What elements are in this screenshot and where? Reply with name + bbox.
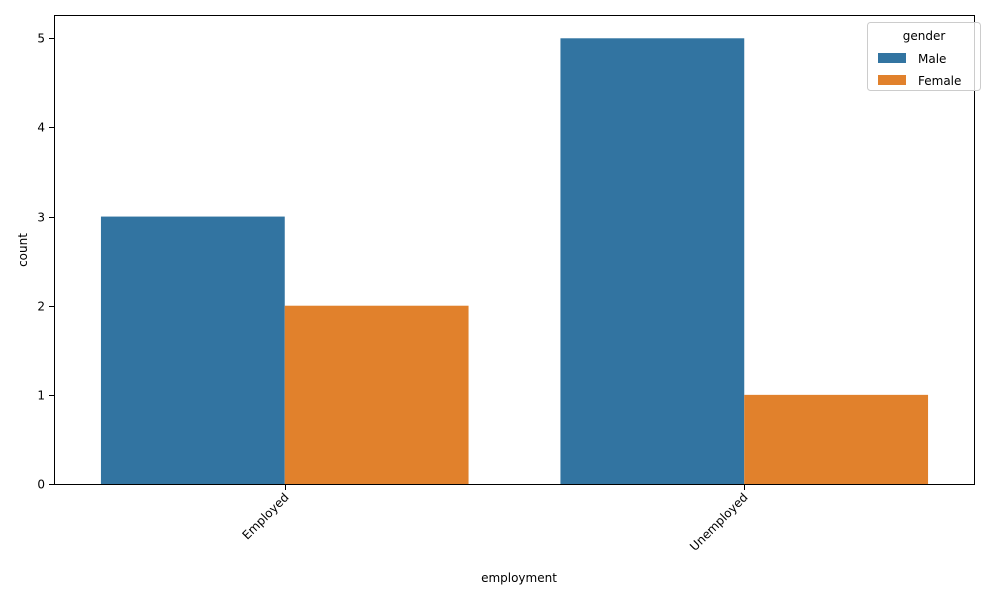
y-tick-label: 4 (37, 121, 45, 135)
bar-male-employed (100, 216, 285, 485)
y-axis-label: count (16, 233, 30, 267)
y-tick-label: 1 (37, 389, 45, 403)
y-tick-label: 2 (37, 300, 45, 314)
bar-female-unemployed (744, 394, 929, 484)
bar-male-unemployed (560, 38, 745, 485)
legend-label-female: Female (918, 74, 961, 88)
y-axis-ticks: 0 1 2 3 4 5 (37, 32, 55, 492)
y-tick-label: 5 (37, 32, 45, 46)
legend-swatch-male (878, 53, 906, 63)
y-tick-label: 0 (37, 478, 45, 492)
legend-title: gender (903, 29, 946, 43)
bar-female-employed (284, 305, 469, 484)
legend: gender Male Female (867, 22, 981, 91)
bars-layer (100, 38, 929, 485)
x-tick-label: Employed (240, 490, 292, 542)
legend-swatch-female (878, 75, 906, 85)
legend-frame (867, 22, 981, 91)
x-tick-label: Unemployed (687, 490, 751, 554)
y-tick-label: 3 (37, 211, 45, 225)
legend-entries: Male Female (878, 52, 961, 88)
legend-label-male: Male (918, 52, 946, 66)
x-axis-label: employment (481, 571, 557, 585)
x-axis-ticks: Employed Unemployed (240, 484, 751, 554)
plot-frame (54, 15, 975, 485)
